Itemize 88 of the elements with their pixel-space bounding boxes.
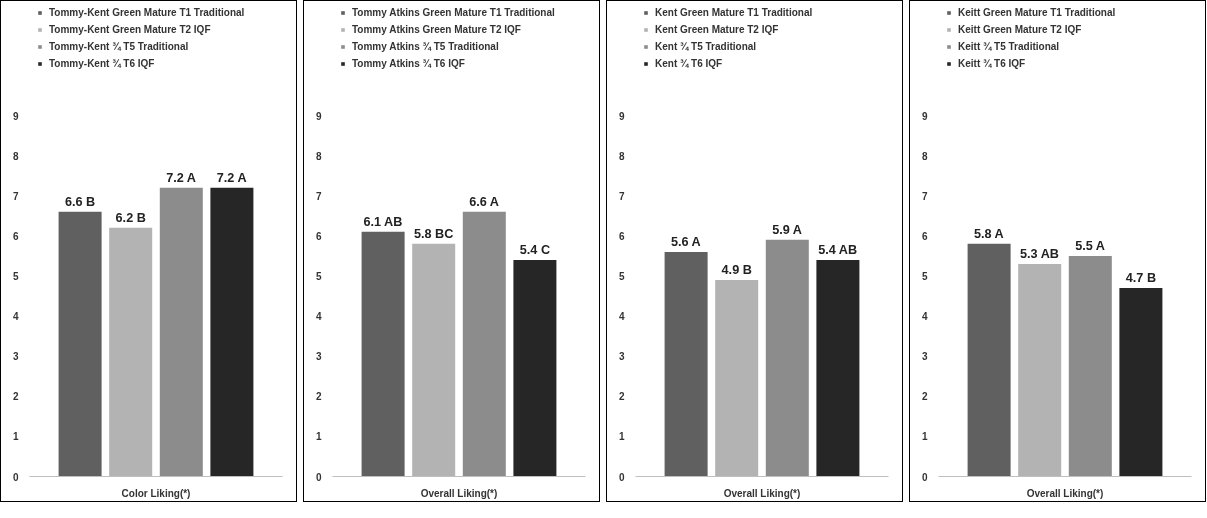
bar (1068, 255, 1112, 477)
legend-label: Tommy-Kent ¾ T6 IQF (49, 58, 155, 69)
y-tick-label: 3 (315, 351, 322, 363)
data-label: 6.6 A (469, 194, 499, 209)
data-label: 6.6 B (64, 194, 96, 209)
y-tick-label: 4 (12, 311, 19, 323)
x-tick-label: Color Liking(*) (121, 487, 191, 499)
y-tick-label: 0 (618, 471, 625, 483)
y-tick-label: 5 (315, 270, 322, 282)
y-tick-label: 2 (618, 391, 625, 403)
y-tick-label: 4 (921, 311, 928, 323)
bar (664, 251, 708, 477)
y-tick-label: 3 (12, 351, 19, 363)
y-tick-label: 3 (618, 351, 625, 363)
data-label: 5.5 A (1075, 238, 1105, 253)
y-tick-label: 9 (12, 110, 19, 122)
y-tick-label: 7 (12, 190, 19, 202)
y-tick-label: 6 (12, 230, 19, 242)
bar (1119, 287, 1163, 477)
y-tick-label: 7 (618, 190, 625, 202)
data-label: 6.2 B (115, 210, 146, 225)
x-tick-label: Overall Liking(*) (1026, 487, 1104, 499)
bar (513, 259, 557, 477)
legend-label: Tommy-Kent ¾ T5 Traditional (49, 41, 189, 52)
bar (361, 231, 405, 477)
y-tick-label: 9 (921, 110, 928, 122)
bar (210, 187, 254, 477)
y-tick-label: 8 (618, 150, 625, 162)
data-label: 5.3 AB (1020, 246, 1059, 261)
legend-label: Keitt ¾ T5 Traditional (958, 41, 1060, 52)
y-tick-label: 0 (921, 471, 928, 483)
x-tick-label: Overall Liking(*) (723, 487, 801, 499)
data-label: 4.7 B (1125, 270, 1157, 285)
y-tick-label: 7 (315, 190, 322, 202)
y-tick-label: 5 (12, 270, 19, 282)
legend-label: Tommy Atkins Green Mature T1 Traditional (352, 7, 555, 18)
y-tick-label: 2 (12, 391, 19, 403)
data-label: 5.9 A (772, 222, 802, 237)
bar (58, 211, 102, 477)
legend-label: Kent ¾ T5 Traditional (655, 41, 757, 52)
data-label: 6.1 AB (363, 214, 403, 229)
y-tick-label: 8 (315, 150, 322, 162)
data-label: 7.2 A (216, 170, 247, 185)
bar (765, 239, 809, 477)
data-label: 5.8 A (973, 226, 1004, 241)
legend-label: Keitt Green Mature T1 Traditional (958, 7, 1116, 18)
legend-label: Kent ¾ T6 IQF (655, 58, 723, 69)
y-tick-label: 0 (315, 471, 322, 483)
legend-label: Keitt ¾ T6 IQF (958, 58, 1026, 69)
y-tick-label: 1 (315, 431, 322, 443)
legend-label: Tommy Atkins Green Mature T2 IQF (352, 24, 521, 35)
y-tick-label: 0 (12, 471, 19, 483)
data-label: 7.2 A (166, 170, 196, 185)
y-tick-label: 4 (315, 311, 322, 323)
bar (967, 243, 1011, 477)
legend-label: Tommy-Kent Green Mature T2 IQF (49, 24, 211, 35)
data-label: 4.9 B (721, 262, 752, 277)
legend-label: Keitt Green Mature T2 IQF (958, 24, 1082, 35)
y-tick-label: 1 (618, 431, 625, 443)
y-tick-label: 9 (315, 110, 322, 122)
y-tick-label: 9 (618, 110, 625, 122)
y-tick-label: 6 (921, 230, 928, 242)
y-tick-label: 2 (315, 391, 322, 403)
data-label: 5.8 BC (414, 226, 454, 241)
y-tick-label: 8 (921, 150, 928, 162)
y-tick-label: 6 (618, 230, 625, 242)
y-tick-label: 2 (921, 391, 928, 403)
x-tick-label: Overall Liking(*) (420, 487, 498, 499)
data-label: 5.6 A (670, 234, 701, 249)
legend-label: Tommy-Kent Green Mature T1 Traditional (49, 7, 245, 18)
y-tick-label: 3 (921, 351, 928, 363)
bar (159, 187, 203, 477)
bar (816, 259, 860, 477)
y-tick-label: 5 (618, 270, 625, 282)
data-label: 5.4 AB (818, 242, 858, 257)
y-tick-label: 1 (921, 431, 928, 443)
legend-label: Tommy Atkins ¾ T5 Traditional (352, 41, 499, 52)
y-tick-label: 4 (618, 311, 625, 323)
legend-label: Tommy Atkins ¾ T6 IQF (352, 58, 465, 69)
y-tick-label: 6 (315, 230, 322, 242)
bar (462, 211, 506, 477)
legend-label: Kent Green Mature T1 Traditional (655, 7, 813, 18)
data-label: 5.4 C (519, 242, 551, 257)
y-tick-label: 8 (12, 150, 19, 162)
legend-label: Kent Green Mature T2 IQF (655, 24, 779, 35)
y-tick-label: 5 (921, 270, 928, 282)
y-tick-label: 7 (921, 190, 928, 202)
y-tick-label: 1 (12, 431, 19, 443)
